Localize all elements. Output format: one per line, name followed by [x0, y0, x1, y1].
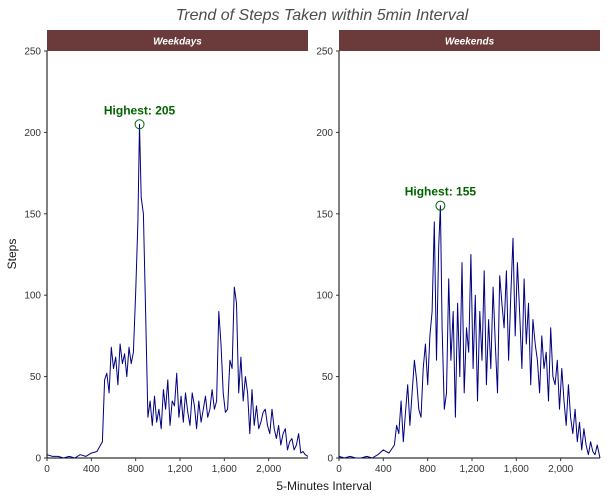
strip-label: Weekends	[445, 37, 495, 48]
x-axis-title: 5-Minutes Interval	[276, 479, 371, 493]
series-line-weekdays	[46, 123, 309, 459]
y-tick-label: 250	[316, 47, 333, 58]
y-tick-label: 50	[322, 372, 334, 383]
panel-weekdays: Weekdays 0 50 100 150 200 250 0 400 800 1,200 1,600…	[24, 30, 309, 475]
strip-label: Weekdays	[153, 37, 202, 48]
y-tick-label: 250	[24, 47, 41, 58]
y-tick-label: 50	[30, 372, 42, 383]
peak-marker	[134, 119, 145, 130]
y-tick-label: 200	[24, 128, 41, 139]
x-tick-label: 400	[83, 464, 100, 475]
peak-marker	[435, 200, 446, 211]
peak-annotation: Highest: 155	[405, 185, 477, 199]
panels: Weekdays 0 50 100 150 200 250 0 400 800 1,200 1,600…	[24, 30, 601, 475]
y-tick-label: 0	[35, 454, 41, 465]
x-tick-label: 0	[336, 464, 342, 475]
y-tick-label: 150	[316, 209, 333, 220]
x-tick-label: 2,000	[548, 464, 573, 475]
x-tick-label: 1,200	[167, 464, 192, 475]
strip-background	[339, 30, 600, 51]
x-tick-label: 400	[375, 464, 392, 475]
chart-title: Trend of Steps Taken within 5min Interva…	[176, 7, 469, 24]
y-tick-label: 100	[316, 291, 333, 302]
strip-background	[47, 30, 308, 51]
y-axis-title: Steps	[5, 239, 19, 270]
y-tick-label: 100	[24, 291, 41, 302]
y-tick-label: 150	[24, 209, 41, 220]
series-line-weekends	[338, 205, 601, 459]
y-tick-label: 200	[316, 128, 333, 139]
x-tick-label: 800	[419, 464, 436, 475]
x-tick-label: 1,200	[459, 464, 484, 475]
y-tick-label: 0	[327, 454, 333, 465]
x-tick-label: 800	[127, 464, 144, 475]
x-tick-label: 0	[44, 464, 50, 475]
panel-weekends: Weekends 0 50 100 150 200 250 0 400 800 1,200 1,600…	[316, 30, 601, 475]
x-tick-label: 1,600	[504, 464, 529, 475]
peak-annotation: Highest: 205	[104, 103, 176, 117]
x-tick-label: 1,600	[212, 464, 237, 475]
x-tick-label: 2,000	[256, 464, 281, 475]
